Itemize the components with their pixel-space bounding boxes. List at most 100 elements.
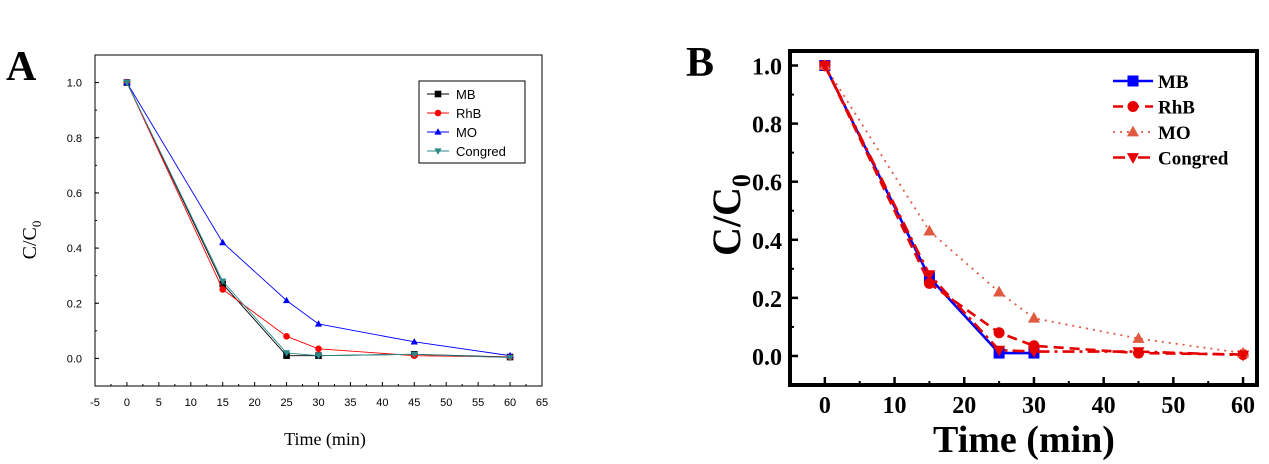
x-tick-label: 0 [124,397,130,409]
data-point-congred [1237,350,1250,362]
plot-a-y-axis-label-sub: 0 [29,221,44,228]
panel-a: A -5 0 5 10 15 20 25 30 35 40 45 50 55 60 65 0.0 0.2 0.4… [6,44,548,450]
series-line-congred [823,64,1244,357]
data-point-mo [314,320,323,327]
data-point-mo [993,285,1006,297]
data-point-rhb [315,345,322,353]
panel-b: B 0 10 20 30 40 50 60 0.0 0.2 0.4 0.6 0.8 1.0 Time … [686,40,1259,461]
y-tick-label: 0.0 [67,353,82,365]
legend-label-congred: Congred [456,144,506,159]
data-point-mo [219,238,227,246]
series-line-mb [823,64,1034,355]
data-point-rhb [993,327,1005,339]
legend-label-mo: MO [1158,123,1191,144]
data-point-congred [219,278,227,285]
data-point-congred [282,350,291,357]
plot-b-y-axis-label-main: C/C [704,187,749,256]
x-tick-label: 0 [819,393,831,419]
y-tick-label: 0.2 [752,287,782,313]
plot-a-x-axis-label: Time (min) [284,429,366,450]
x-tick-label: 30 [1022,393,1046,419]
plot-b-x-axis-label: Time (min) [933,419,1115,461]
data-point-mo [1132,332,1145,343]
x-tick-label: 35 [344,397,356,409]
data-point-congred [506,354,514,362]
x-tick-label: 40 [376,397,388,409]
plot-a-legend: MB RhB MO Congred [427,87,506,159]
legend-label-rhb: RhB [1158,98,1195,119]
y-tick-label: 1.0 [752,55,782,81]
plot-a-x-axis: -5 0 5 10 15 20 25 30 35 40 45 50 55 60 65 [90,382,548,409]
plot-a-y-axis-label-main: C/C [19,227,41,259]
series-line-mo [824,65,1244,354]
data-point-mo [410,338,418,345]
x-tick-label: 5 [156,397,162,409]
x-tick-label: 10 [185,397,197,409]
panel-a-label: A [6,44,37,90]
legend-label-rhb: RhB [456,106,481,121]
legend-marker [434,128,442,135]
legend-label-congred: Congred [1158,149,1229,170]
x-tick-label: 10 [883,393,907,419]
y-tick-label: 0.4 [752,229,782,255]
y-tick-label: 1.0 [67,78,82,90]
legend-label-mo: MO [456,125,477,140]
x-tick-label: 45 [408,397,420,409]
x-tick-label: 15 [217,397,229,409]
panel-b-label: B [686,40,714,86]
data-point-mo [282,296,291,304]
data-point-congred [410,351,418,359]
legend-marker [434,90,442,98]
x-tick-label: 50 [1161,393,1185,419]
data-point-congred [123,79,131,87]
data-point-congred [1132,347,1145,358]
plot-b-y-axis-label-sub: 0 [727,174,756,187]
y-tick-label: 0.0 [752,345,782,371]
data-point-congred [923,270,936,281]
plot-b-series [818,59,1250,362]
series-line-congred [126,82,511,359]
series-line-mo [126,82,511,357]
data-point-rhb [283,333,290,340]
x-tick-label: 40 [1092,393,1116,419]
legend-label-mb: MB [1158,72,1189,93]
legend-marker [1126,153,1140,164]
data-point-rhb [219,286,227,293]
legend-marker [1127,101,1139,112]
x-tick-label: 65 [536,397,548,409]
y-tick-label: 0.2 [67,298,82,310]
x-tick-label: 25 [280,397,292,409]
plot-b-x-axis: 0 10 20 30 40 50 60 [819,377,1255,419]
y-tick-label: 0.6 [67,188,82,200]
data-point-mo [923,224,936,236]
x-tick-label: 50 [440,397,452,409]
x-tick-label: 30 [312,397,324,409]
data-point-congred [993,345,1006,357]
y-tick-label: 0.8 [67,133,82,145]
data-point-mo [1027,311,1041,323]
legend-marker [434,148,442,155]
legend-marker [1127,75,1139,87]
x-tick-label: 20 [952,393,976,419]
legend-marker [1126,125,1140,137]
plot-a-series [123,78,514,362]
y-tick-label: 0.6 [752,171,782,197]
x-tick-label: 60 [1231,393,1255,419]
plot-a-y-axis-label: C/C0 [19,221,44,260]
legend-label-mb: MB [456,87,476,102]
series-line-rhb [126,82,511,358]
plot-a-y-axis: 0.0 0.2 0.4 0.6 0.8 1.0 [67,54,99,387]
x-tick-label: 20 [249,397,261,409]
x-tick-label: 60 [504,397,516,409]
x-tick-label: -5 [90,397,100,409]
y-tick-label: 0.8 [752,113,782,139]
plot-b-frame [788,49,1259,387]
plot-b-y-axis-label: C/C0 [704,174,756,256]
data-point-rhb [923,277,935,289]
legend-marker [434,109,442,117]
data-point-congred [818,61,831,72]
plot-b-y-axis: 0.0 0.2 0.4 0.6 0.8 1.0 [752,55,798,371]
x-tick-label: 55 [472,397,484,409]
data-point-congred [314,353,323,360]
